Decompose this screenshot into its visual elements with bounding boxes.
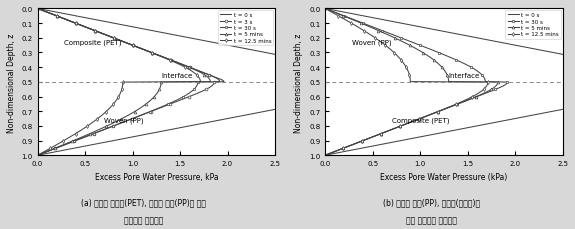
t = 0 s — [342, 95, 348, 98]
t = 30 s — [323, 8, 330, 11]
t = 12.5 mins — [34, 8, 41, 11]
t = 3 s — [34, 8, 41, 11]
t = 30 s — [477, 95, 484, 97]
t = 3 s — [34, 154, 41, 157]
Text: Woven (PP): Woven (PP) — [352, 40, 392, 46]
t = 12.5 mins — [116, 95, 122, 97]
Text: Composite (PET): Composite (PET) — [64, 40, 122, 46]
t = 0 s — [441, 131, 448, 134]
t = 12.5 mins — [470, 95, 477, 98]
t = 5 mins — [152, 95, 159, 98]
t = 0 s — [37, 8, 44, 11]
Legend: t = 0 s, t = 3 s, t = 30 s, t = 5 mins, t = 12.5 mins: t = 0 s, t = 3 s, t = 30 s, t = 5 mins, … — [218, 11, 273, 46]
t = 30 s — [321, 154, 328, 157]
t = 0 s — [34, 154, 41, 157]
t = 3 s — [187, 95, 194, 98]
t = 3 s — [182, 98, 189, 100]
t = 0 s — [344, 95, 351, 97]
t = 3 s — [36, 8, 43, 11]
t = 3 s — [189, 95, 196, 97]
t = 30 s — [70, 141, 76, 143]
t = 30 s — [476, 95, 482, 98]
Text: (a) 상단면 복합포(PET), 하단면 직포(PP)의 경우: (a) 상단면 복합포(PET), 하단면 직포(PP)의 경우 — [81, 197, 206, 206]
t = 3 s — [94, 131, 101, 134]
t = 30 s — [94, 131, 101, 134]
t = 12.5 mins — [321, 8, 328, 11]
Line: t = 30 s: t = 30 s — [36, 8, 221, 157]
t = 12.5 mins — [381, 131, 388, 134]
X-axis label: Excess Pore Water Pressure, kPa: Excess Pore Water Pressure, kPa — [94, 172, 218, 181]
Y-axis label: Non-dimensional Depth, z: Non-dimensional Depth, z — [294, 33, 304, 132]
t = 5 mins — [36, 8, 43, 11]
t = 30 s — [321, 8, 328, 11]
Legend: t = 0 s, t = 30 s, t = 5 mins, t = 12.5 mins: t = 0 s, t = 30 s, t = 5 mins, t = 12.5 … — [505, 11, 561, 40]
t = 5 mins — [149, 98, 156, 100]
Line: t = 12.5 mins: t = 12.5 mins — [36, 8, 202, 157]
Text: 경우 간극수압 소산형태: 경우 간극수압 소산형태 — [406, 215, 457, 224]
t = 30 s — [181, 95, 188, 98]
t = 12.5 mins — [74, 131, 81, 134]
Text: (b) 상단면 직포(PP), 하단면(복합포)의: (b) 상단면 직포(PP), 하단면(복합포)의 — [383, 197, 480, 206]
Line: t = 0 s: t = 0 s — [37, 9, 416, 155]
Text: Interface: Interface — [161, 73, 192, 79]
t = 12.5 mins — [59, 141, 66, 143]
t = 5 mins — [323, 8, 330, 11]
t = 12.5 mins — [466, 98, 473, 100]
t = 30 s — [182, 95, 189, 97]
t = 30 s — [357, 141, 364, 143]
Text: Composite (PET): Composite (PET) — [392, 117, 449, 124]
t = 0 s — [321, 8, 328, 11]
t = 5 mins — [68, 141, 75, 143]
X-axis label: Excess Pore Water Pressure (kPa): Excess Pore Water Pressure (kPa) — [380, 172, 508, 181]
t = 12.5 mins — [36, 8, 43, 11]
t = 12.5 mins — [34, 154, 41, 157]
t = 5 mins — [321, 154, 328, 157]
Text: Interface: Interface — [448, 73, 480, 79]
t = 0 s — [105, 141, 112, 143]
t = 30 s — [36, 8, 43, 11]
t = 30 s — [34, 8, 41, 11]
t = 0 s — [324, 8, 331, 11]
t = 0 s — [329, 98, 336, 100]
t = 30 s — [34, 154, 41, 157]
t = 12.5 mins — [114, 98, 121, 100]
t = 5 mins — [152, 95, 159, 97]
Line: t = 12.5 mins: t = 12.5 mins — [324, 8, 489, 157]
t = 30 s — [469, 98, 476, 100]
Line: t = 5 mins: t = 5 mins — [324, 8, 499, 157]
t = 12.5 mins — [321, 154, 328, 157]
t = 5 mins — [34, 154, 41, 157]
t = 5 mins — [381, 131, 388, 134]
t = 30 s — [381, 131, 388, 134]
t = 5 mins — [469, 98, 476, 100]
t = 0 s — [321, 154, 328, 157]
t = 5 mins — [357, 141, 364, 143]
Line: t = 0 s: t = 0 s — [325, 9, 575, 155]
Text: 간극수압 소산형태: 간극수압 소산형태 — [124, 215, 163, 224]
t = 5 mins — [90, 131, 97, 134]
t = 0 s — [154, 131, 160, 134]
t = 0 s — [393, 141, 400, 143]
t = 0 s — [34, 8, 41, 11]
t = 12.5 mins — [472, 95, 478, 97]
t = 30 s — [177, 98, 184, 100]
Text: Woven (PP): Woven (PP) — [104, 117, 144, 124]
t = 5 mins — [321, 8, 328, 11]
Line: t = 30 s: t = 30 s — [324, 8, 509, 157]
t = 5 mins — [34, 8, 41, 11]
Line: t = 5 mins: t = 5 mins — [36, 8, 212, 157]
Line: t = 3 s: t = 3 s — [36, 8, 225, 157]
t = 5 mins — [474, 95, 481, 98]
t = 12.5 mins — [323, 8, 329, 11]
t = 12.5 mins — [357, 141, 364, 143]
t = 5 mins — [476, 95, 482, 97]
t = 12.5 mins — [116, 95, 122, 98]
t = 3 s — [70, 141, 76, 143]
Y-axis label: Non-dimensional Depth, z: Non-dimensional Depth, z — [7, 33, 16, 132]
